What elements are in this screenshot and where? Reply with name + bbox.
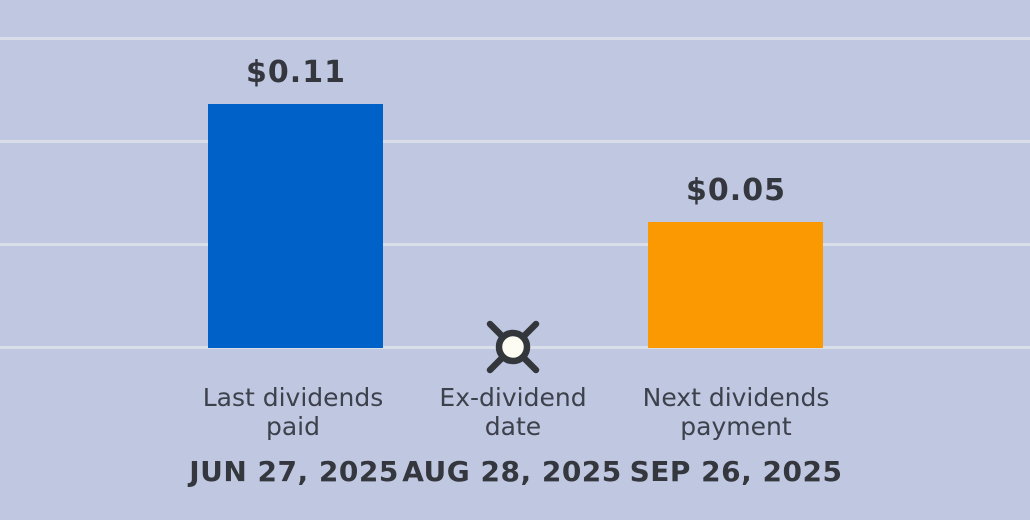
category-label-line: payment xyxy=(680,412,792,441)
date-label-ex-dividend: AUG 28, 2025 xyxy=(402,455,622,488)
category-label-line: Next dividends xyxy=(642,383,830,412)
category-label-ex-dividend-date: Ex-dividend date xyxy=(439,383,586,441)
gridline xyxy=(0,243,1030,246)
category-label-line: paid xyxy=(265,412,321,441)
category-label-next-dividends-payment: Next dividends payment xyxy=(643,383,830,441)
bar-last-dividends-paid xyxy=(208,104,383,348)
category-label-last-dividends-paid: Last dividends paid xyxy=(203,383,384,441)
value-label-last-dividends: $0.11 xyxy=(246,55,346,90)
date-label-next-dividends: SEP 26, 2025 xyxy=(629,455,843,488)
bar-next-dividends-payment xyxy=(648,222,823,348)
gridline xyxy=(0,140,1030,143)
category-label-line: Ex-dividend xyxy=(439,383,587,412)
ex-dividend-marker-icon xyxy=(480,314,546,380)
category-label-line: date xyxy=(484,412,542,441)
gridline xyxy=(0,37,1030,40)
value-label-next-dividends: $0.05 xyxy=(686,173,786,208)
category-label-line: Last dividends xyxy=(202,383,384,412)
date-label-last-dividends: JUN 27, 2025 xyxy=(189,455,399,488)
